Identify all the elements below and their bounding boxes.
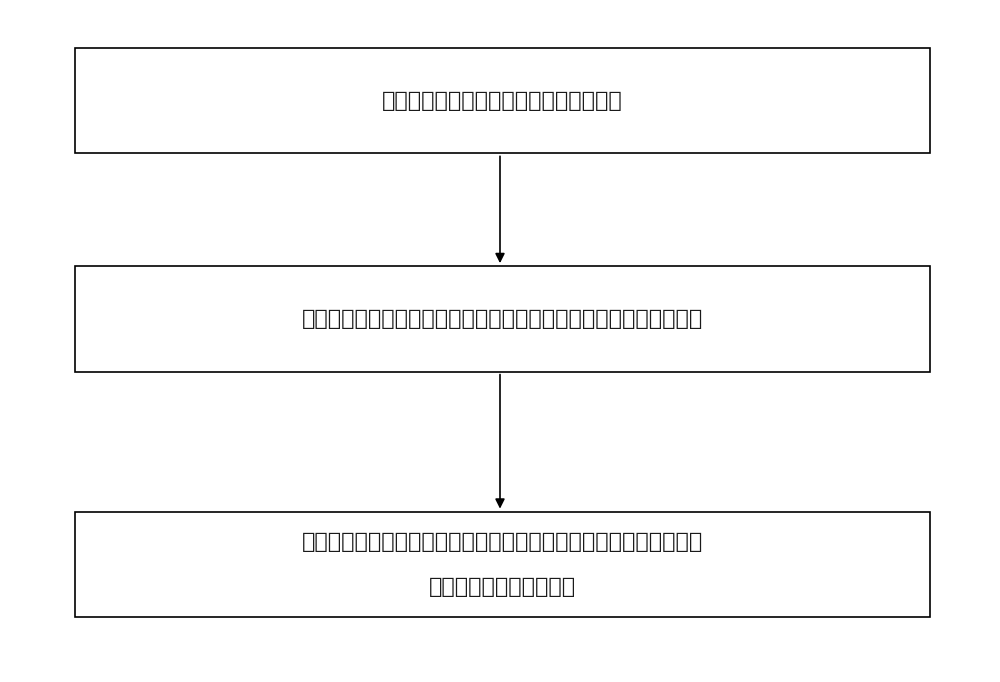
FancyBboxPatch shape	[75, 266, 930, 372]
Text: 采样超级电容的端电压值，并依据采样值和设定的第二电压参考值，: 采样超级电容的端电压值，并依据采样值和设定的第二电压参考值，	[302, 532, 703, 552]
Text: 根据采样值和事先设定的第一电压参考值，判断是否为超级电容充电: 根据采样值和事先设定的第一电压参考值，判断是否为超级电容充电	[302, 309, 703, 329]
FancyBboxPatch shape	[75, 48, 930, 153]
FancyBboxPatch shape	[75, 512, 930, 617]
Text: 判断是否为超级电容充电: 判断是否为超级电容充电	[429, 577, 576, 597]
Text: 采样经过整流的电流互感器的输出电压值: 采样经过整流的电流互感器的输出电压值	[382, 91, 623, 110]
